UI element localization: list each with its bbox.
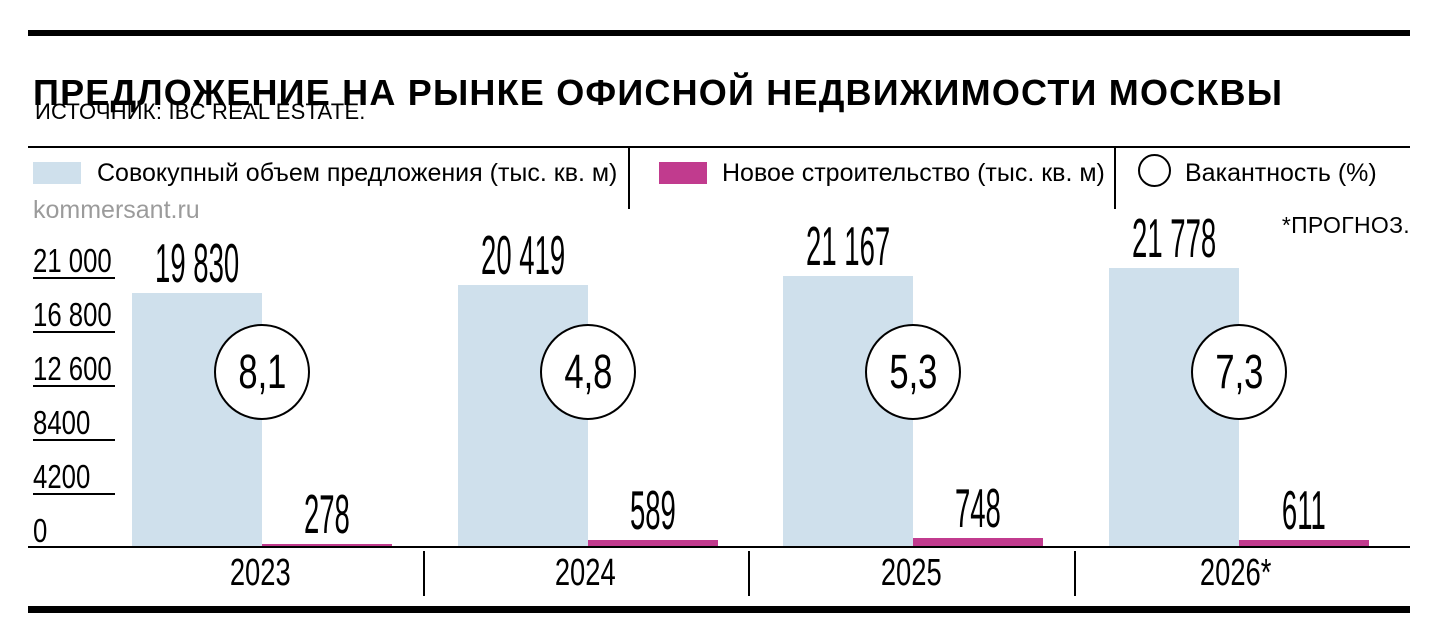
y-tick-label: 16 800 [33,296,112,333]
legend-divider [1114,147,1116,209]
legend-divider [628,147,630,209]
supply-value-label: 19 830 [154,232,240,294]
supply-value-label: 21 167 [805,215,891,277]
supply-legend-label: Совокупный объем предложения (тыс. кв. м… [97,159,618,187]
y-tick-line [33,277,115,279]
watermark: kommersant.ru [33,196,200,224]
x-axis-year-label: 2025 [880,552,942,594]
y-tick-line [33,385,115,387]
forecast-note: *ПРОГНОЗ. [1281,212,1410,238]
x-axis-baseline [28,546,1410,548]
x-axis-year-label: 2024 [554,552,616,594]
new-construction-value-label: 278 [304,483,350,546]
vacancy-marker: 7,3 [1191,324,1287,420]
new-construction-value-label: 611 [1282,479,1326,542]
supply-value-label: 21 778 [1131,207,1217,269]
x-axis-year-label: 2023 [229,552,291,594]
x-axis-divider [748,551,750,596]
legend-top-rule [28,146,1410,148]
page-title: ПРЕДЛОЖЕНИЕ НА РЫНКЕ ОФИСНОЙ НЕДВИЖИМОСТ… [33,72,1284,114]
vacancy-circle-icon [1138,154,1171,187]
vacancy-legend-label: Вакантность (%) [1185,159,1377,187]
y-tick-label: 8400 [33,404,91,441]
y-tick-label: 0 [33,512,48,549]
y-tick-line [33,331,115,333]
source-note: ИСТОЧНИК: IBC REAL ESTATE. [35,99,366,124]
bottom-rule [28,606,1410,613]
new-construction-legend-label: Новое строительство (тыс. кв. м) [722,159,1105,187]
y-tick-line [33,493,115,495]
supply-swatch [33,162,81,184]
supply-value-label: 20 419 [480,224,566,286]
new-construction-value-label: 748 [955,477,1001,540]
y-tick-line [33,439,115,441]
new-construction-bar [1239,540,1369,548]
y-tick-label: 4200 [33,458,91,495]
new-construction-bar [588,540,718,548]
x-axis-divider [423,551,425,596]
vacancy-marker: 5,3 [865,324,961,420]
y-tick-label: 21 000 [33,242,112,279]
vacancy-marker: 8,1 [214,324,310,420]
y-tick-label: 12 600 [33,350,112,387]
new-construction-swatch [659,162,707,184]
new-construction-bar [913,538,1043,548]
top-rule [28,30,1410,36]
new-construction-value-label: 589 [630,479,676,542]
vacancy-marker: 4,8 [540,324,636,420]
x-axis-year-label: 2026* [1200,552,1272,594]
x-axis-divider [1074,551,1076,596]
